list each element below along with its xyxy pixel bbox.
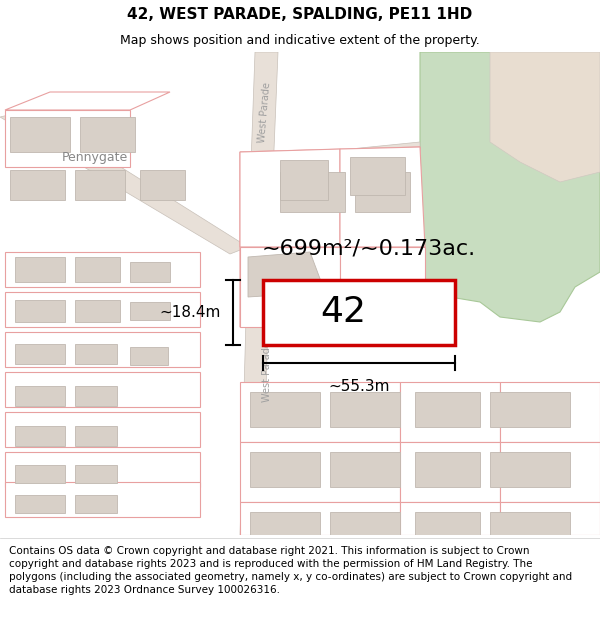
Polygon shape — [270, 142, 420, 170]
Polygon shape — [340, 147, 425, 247]
Text: ~18.4m: ~18.4m — [160, 305, 221, 320]
Polygon shape — [240, 382, 400, 442]
Text: 42: 42 — [320, 296, 367, 329]
Bar — [490, 452, 570, 487]
Polygon shape — [240, 502, 400, 535]
Polygon shape — [490, 52, 600, 182]
Polygon shape — [500, 502, 600, 535]
Polygon shape — [500, 382, 600, 442]
Bar — [330, 512, 400, 547]
Polygon shape — [5, 292, 200, 327]
Bar — [15, 257, 65, 282]
Polygon shape — [5, 482, 200, 517]
Polygon shape — [275, 162, 365, 247]
Polygon shape — [5, 332, 200, 367]
Bar — [490, 512, 570, 547]
Bar — [75, 257, 120, 282]
Bar — [415, 452, 480, 487]
Bar — [10, 117, 70, 152]
Bar — [15, 495, 65, 513]
Polygon shape — [240, 242, 280, 257]
Polygon shape — [240, 442, 400, 502]
Text: 42, WEST PARADE, SPALDING, PE11 1HD: 42, WEST PARADE, SPALDING, PE11 1HD — [127, 7, 473, 22]
Polygon shape — [275, 162, 365, 242]
Polygon shape — [0, 110, 248, 254]
Polygon shape — [500, 442, 600, 502]
Polygon shape — [240, 247, 340, 327]
Polygon shape — [420, 52, 600, 322]
Bar — [75, 300, 120, 322]
Bar — [75, 170, 125, 200]
Bar — [330, 392, 400, 427]
Text: ~55.3m: ~55.3m — [328, 379, 390, 394]
Text: ~699m²/~0.173ac.: ~699m²/~0.173ac. — [262, 238, 476, 258]
Bar — [350, 157, 405, 195]
Polygon shape — [5, 110, 130, 167]
Text: Contains OS data © Crown copyright and database right 2021. This information is : Contains OS data © Crown copyright and d… — [9, 546, 572, 596]
Bar — [15, 465, 65, 483]
Bar — [75, 465, 117, 483]
Bar — [80, 117, 135, 152]
Bar — [355, 172, 410, 212]
Bar — [130, 262, 170, 282]
Bar — [280, 172, 345, 212]
Bar — [75, 386, 117, 406]
Bar — [15, 386, 65, 406]
Polygon shape — [340, 247, 425, 327]
Polygon shape — [240, 149, 340, 247]
Bar — [415, 392, 480, 427]
Bar — [140, 170, 185, 200]
Bar — [15, 344, 65, 364]
Polygon shape — [5, 92, 170, 110]
Polygon shape — [240, 147, 425, 327]
Bar — [263, 280, 455, 345]
Bar — [250, 452, 320, 487]
Bar — [130, 347, 168, 365]
Bar — [15, 426, 65, 446]
Polygon shape — [240, 247, 270, 535]
Polygon shape — [5, 372, 200, 407]
Polygon shape — [400, 382, 500, 442]
Polygon shape — [248, 252, 325, 297]
Text: Pennygate: Pennygate — [62, 151, 128, 164]
Text: West Parade: West Parade — [262, 341, 272, 402]
Bar — [75, 495, 117, 513]
Bar — [330, 452, 400, 487]
Bar — [75, 344, 117, 364]
Bar — [130, 302, 170, 320]
Polygon shape — [5, 252, 200, 287]
Bar — [490, 392, 570, 427]
Bar — [280, 160, 328, 200]
Polygon shape — [5, 452, 200, 487]
Bar — [415, 512, 480, 547]
Bar — [250, 392, 320, 427]
Polygon shape — [400, 502, 500, 535]
Polygon shape — [5, 412, 200, 447]
Text: Map shows position and indicative extent of the property.: Map shows position and indicative extent… — [120, 34, 480, 47]
Bar — [250, 512, 320, 547]
Bar — [75, 426, 117, 446]
Polygon shape — [400, 442, 500, 502]
Polygon shape — [248, 52, 278, 247]
Bar — [10, 170, 65, 200]
Bar — [15, 300, 65, 322]
Text: West Parade: West Parade — [257, 81, 272, 142]
